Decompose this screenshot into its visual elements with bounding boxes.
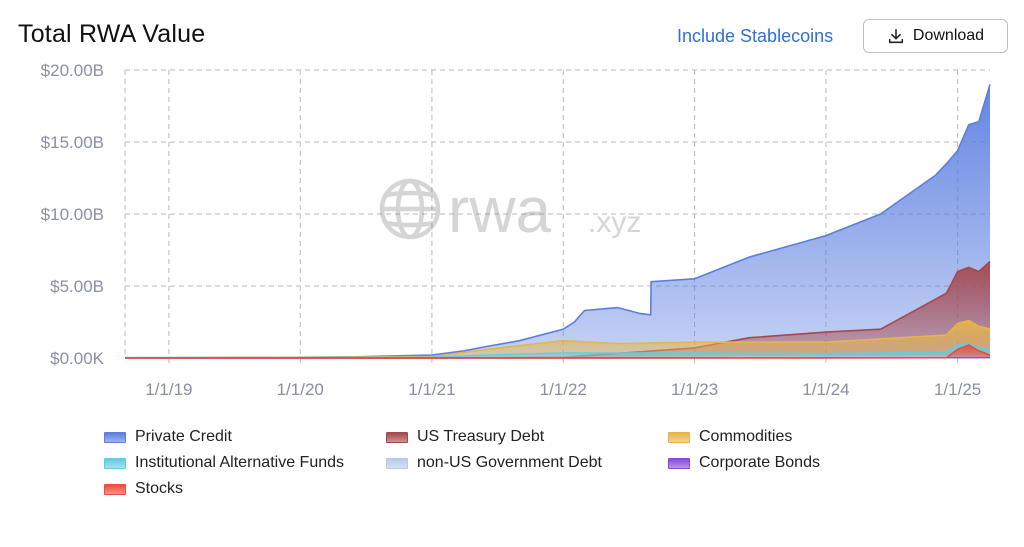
series-area-institutional_funds <box>125 343 990 358</box>
y-tick-label: $10.00B <box>41 205 104 224</box>
series-line-institutional_funds <box>124 342 991 359</box>
download-button[interactable]: Download <box>863 19 1008 53</box>
x-tick-label: 1/1/25 <box>934 380 981 399</box>
watermark-text: rwa <box>448 174 552 246</box>
globe-icon <box>379 178 441 240</box>
series-line-stocks <box>125 344 991 359</box>
include-stablecoins-toggle[interactable]: Include Stablecoins <box>677 26 834 46</box>
legend-item-institutional_funds[interactable]: Institutional Alternative Funds <box>104 454 344 472</box>
legend-label: Stocks <box>135 480 184 497</box>
legend-swatch <box>386 431 408 443</box>
legend-label: Institutional Alternative Funds <box>135 454 345 471</box>
legend-swatch <box>668 431 690 443</box>
y-tick-label: $5.00B <box>50 277 104 296</box>
legend-swatch <box>104 431 126 443</box>
x-tick-label: 1/1/23 <box>671 380 718 399</box>
legend-label: US Treasury Debt <box>417 428 545 445</box>
legend-label: Private Credit <box>135 428 232 445</box>
legend-swatch <box>386 457 408 469</box>
series-area-commodities <box>125 320 990 358</box>
legend-swatch <box>104 483 126 495</box>
rwa-area-chart: rwa .xyz $0.00K $5.00B $10.00B $15.00B $20.0… <box>41 61 991 399</box>
legend-label: non-US Government Debt <box>417 454 602 471</box>
legend-swatch <box>668 457 690 469</box>
legend-swatch <box>104 457 126 469</box>
series-line-commodities <box>124 319 991 359</box>
download-label: Download <box>912 27 985 44</box>
legend-item-stocks[interactable]: Stocks <box>104 480 183 498</box>
y-tick-label: $20.00B <box>41 61 104 80</box>
series-line-private_credit <box>124 84 991 359</box>
legend-item-us_treasury[interactable]: US Treasury Debt <box>386 428 544 446</box>
x-tick-label: 1/1/21 <box>408 380 455 399</box>
legend-label: Commodities <box>699 428 793 445</box>
y-tick-label: $15.00B <box>41 133 104 152</box>
legend-label: Corporate Bonds <box>699 454 820 471</box>
watermark: rwa .xyz <box>379 174 641 246</box>
download-icon <box>888 28 903 44</box>
legend-item-private_credit[interactable]: Private Credit <box>104 428 232 446</box>
legend-item-non_us_gov[interactable]: non-US Government Debt <box>386 454 602 472</box>
series-areas <box>124 84 991 359</box>
watermark-suffix: .xyz <box>588 206 641 239</box>
series-area-private_credit <box>125 84 990 359</box>
axes: $0.00K $5.00B $10.00B $15.00B $20.00B 1/1/19 1… <box>41 61 982 399</box>
x-tick-label: 1/1/20 <box>277 380 324 399</box>
x-tick-label: 1/1/19 <box>145 380 192 399</box>
chart-title: Total RWA Value <box>18 20 206 48</box>
y-tick-label: $0.00K <box>50 349 105 368</box>
x-tick-label: 1/1/22 <box>540 380 587 399</box>
legend-item-commodities[interactable]: Commodities <box>668 428 792 446</box>
x-tick-label: 1/1/24 <box>802 380 849 399</box>
legend-item-corporate_bonds[interactable]: Corporate Bonds <box>668 454 820 472</box>
